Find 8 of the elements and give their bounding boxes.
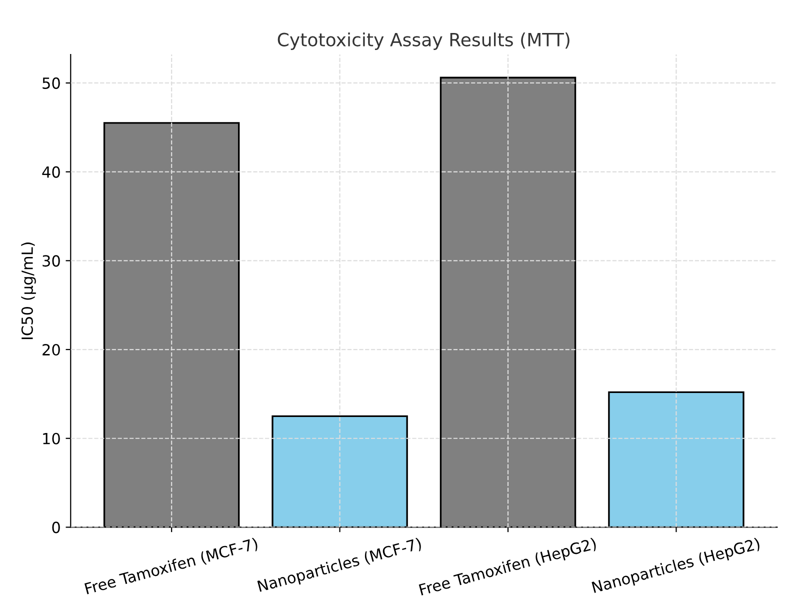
y-tick-label: 20 bbox=[42, 344, 60, 356]
y-tick-label: 50 bbox=[42, 77, 60, 89]
y-axis-title: IC50 (µg/mL) bbox=[21, 242, 36, 340]
chart-title: Cytotoxicity Assay Results (MTT) bbox=[278, 32, 570, 50]
y-tick-label: 10 bbox=[43, 432, 60, 444]
y-tick-label: 40 bbox=[42, 166, 60, 178]
y-tick-label: 30 bbox=[42, 255, 60, 267]
y-tick-label: 0 bbox=[52, 522, 60, 534]
